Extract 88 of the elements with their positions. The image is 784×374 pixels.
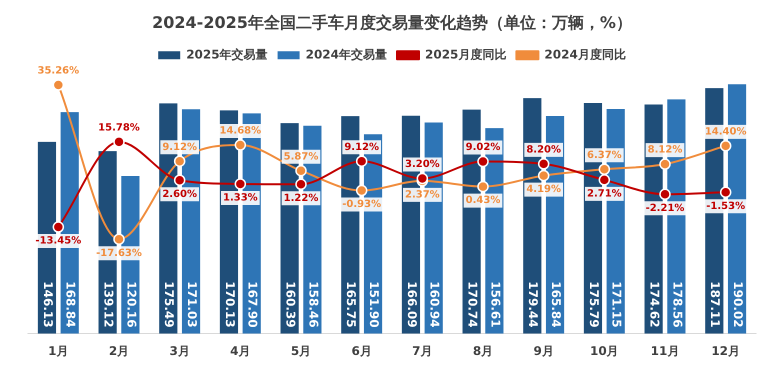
point — [416, 172, 428, 184]
point — [113, 136, 125, 148]
data-label: 168.84 — [64, 281, 78, 328]
x-tick-label: 3月 — [169, 344, 190, 358]
data-label: 165.84 — [548, 281, 563, 328]
point — [598, 164, 610, 175]
point — [659, 188, 671, 200]
data-label: 156.61 — [488, 281, 502, 328]
data-label: 1.22% — [284, 192, 318, 204]
data-label: 2.60% — [162, 188, 198, 200]
x-tick-label: 9月 — [533, 344, 554, 358]
data-label: 9.12% — [162, 142, 198, 153]
data-label: -2.21% — [646, 202, 684, 214]
data-label: 0.43% — [466, 195, 500, 206]
data-label: -13.45% — [35, 236, 82, 247]
data-label: 35.26% — [38, 66, 80, 77]
data-label: 8.20% — [526, 144, 562, 156]
data-label: 2.37% — [404, 190, 440, 201]
legend-label: 2024月度同比 — [544, 47, 626, 62]
point — [720, 140, 732, 152]
point — [659, 158, 671, 170]
x-tick-label: 1月 — [48, 344, 69, 358]
point — [538, 170, 550, 182]
point — [52, 79, 64, 91]
data-label: 9.02% — [466, 142, 500, 154]
data-label: 120.16 — [124, 281, 138, 328]
data-label: 2.71% — [586, 188, 622, 200]
data-label: 8.12% — [648, 144, 682, 156]
legend-label: 2025年交易量 — [186, 47, 268, 62]
point — [295, 178, 307, 190]
x-tick-label: 4月 — [230, 344, 251, 358]
data-label: -17.63% — [96, 248, 142, 259]
point — [234, 139, 246, 151]
x-tick-label: 6月 — [351, 344, 372, 358]
data-label: 187.11 — [708, 281, 722, 328]
legend-label: 2024年交易量 — [306, 47, 388, 62]
data-label: 178.56 — [670, 281, 684, 328]
legend-label: 2025月度同比 — [425, 47, 506, 62]
point — [477, 156, 489, 168]
point — [113, 233, 125, 245]
point — [720, 186, 732, 198]
data-label: 151.90 — [366, 281, 381, 328]
data-label: 171.03 — [184, 281, 199, 328]
point — [356, 155, 368, 167]
data-label: 175.49 — [162, 281, 176, 328]
data-label: 170.74 — [466, 281, 480, 328]
point — [295, 164, 307, 176]
x-tick-label: 7月 — [412, 344, 433, 358]
point — [52, 221, 64, 233]
data-label: 160.39 — [284, 281, 298, 328]
data-label: 6.37% — [586, 150, 622, 161]
x-tick-label: 10月 — [590, 344, 619, 358]
data-label: 179.44 — [526, 281, 540, 328]
data-label: 190.02 — [730, 281, 745, 328]
data-label: 5.87% — [284, 151, 318, 162]
point — [356, 184, 368, 196]
data-label: 146.13 — [40, 281, 55, 328]
data-label: 170.13 — [222, 281, 237, 328]
data-label: 1.33% — [222, 192, 258, 204]
data-label: 175.79 — [586, 281, 601, 328]
data-label: 9.12% — [344, 142, 380, 153]
point — [174, 155, 186, 167]
x-tick-label: 2月 — [108, 344, 130, 358]
data-label: 167.90 — [246, 281, 260, 328]
point — [538, 158, 550, 170]
data-label: 3.20% — [404, 159, 440, 170]
data-label: 15.78% — [98, 122, 140, 134]
data-label: 158.46 — [306, 281, 320, 328]
x-tick-label: 12月 — [711, 344, 740, 358]
point — [477, 180, 489, 192]
point — [598, 174, 610, 186]
chart-title: 2024-2025年全国二手车月度交易量变化趋势（单位：万辆，%） — [152, 12, 632, 32]
data-label: 4.19% — [526, 184, 562, 196]
data-label: 14.40% — [704, 126, 746, 138]
data-label: 139.12 — [102, 281, 116, 328]
data-label: 166.09 — [404, 281, 419, 328]
point — [174, 174, 186, 186]
data-label: 174.62 — [648, 281, 662, 328]
data-label: 14.68% — [220, 126, 262, 137]
data-label: -1.53% — [706, 200, 746, 212]
point — [234, 178, 246, 190]
data-label: 171.15 — [610, 281, 624, 328]
x-tick-label: 8月 — [472, 344, 494, 358]
x-tick-label: 11月 — [650, 344, 680, 358]
data-label: 165.75 — [344, 281, 358, 328]
data-label: 160.94 — [428, 281, 442, 328]
data-label: -0.93% — [342, 199, 382, 210]
x-tick-label: 5月 — [290, 344, 312, 358]
